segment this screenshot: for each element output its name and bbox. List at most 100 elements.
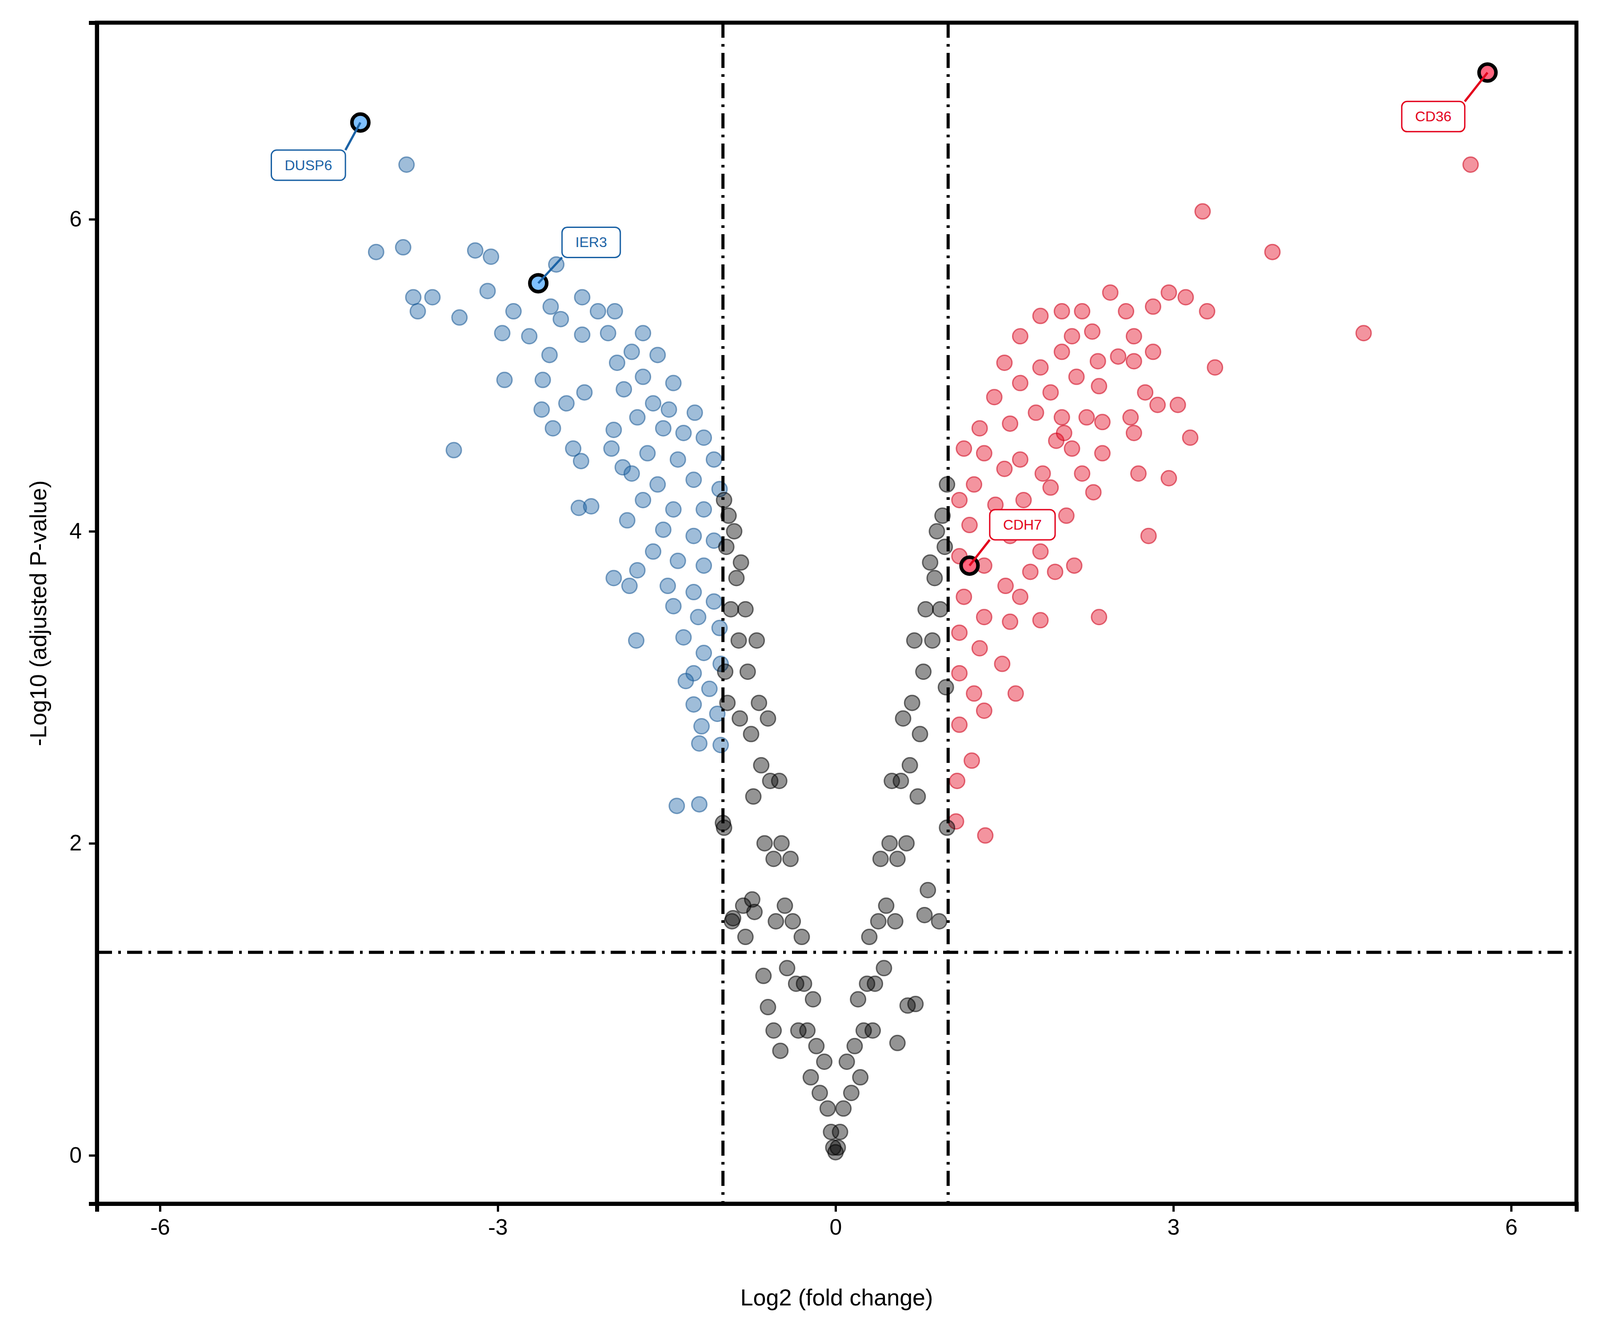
point xyxy=(1091,378,1107,394)
point xyxy=(785,913,801,929)
point xyxy=(777,898,793,914)
annotation-labels: DUSP6IER3CD36CDH7 xyxy=(271,72,1488,566)
point xyxy=(1094,445,1110,461)
point xyxy=(558,396,574,412)
point xyxy=(1463,157,1479,173)
point xyxy=(590,304,606,320)
point xyxy=(952,625,968,641)
point xyxy=(399,157,415,173)
point xyxy=(670,553,686,569)
point xyxy=(1085,484,1101,500)
point xyxy=(576,384,592,400)
point xyxy=(583,498,599,514)
point xyxy=(628,632,644,648)
point xyxy=(1126,425,1142,441)
point xyxy=(852,1070,868,1086)
point xyxy=(938,680,954,696)
point xyxy=(1016,492,1032,508)
point xyxy=(753,757,769,773)
point xyxy=(543,299,559,315)
point xyxy=(1028,405,1044,421)
point xyxy=(956,589,972,605)
tick-label: -3 xyxy=(488,1215,508,1240)
point xyxy=(1054,344,1070,360)
point xyxy=(816,1054,832,1070)
tick: 4 xyxy=(69,518,97,544)
annotation-box xyxy=(562,227,621,258)
point xyxy=(976,445,992,461)
point xyxy=(1074,304,1090,320)
point xyxy=(882,836,898,852)
point xyxy=(1091,609,1107,625)
point xyxy=(645,396,661,412)
point xyxy=(910,789,926,805)
point xyxy=(483,249,499,265)
annotation-text: CD36 xyxy=(1415,108,1452,125)
point xyxy=(1012,452,1028,468)
point xyxy=(686,584,702,600)
point xyxy=(1054,304,1070,320)
point xyxy=(1068,369,1084,385)
point xyxy=(696,502,712,518)
tick: 0 xyxy=(829,1204,843,1240)
point xyxy=(872,851,888,867)
point xyxy=(902,757,918,773)
point xyxy=(743,726,759,742)
point xyxy=(800,1023,816,1039)
tick-label: 0 xyxy=(69,1143,82,1168)
point xyxy=(1145,299,1161,315)
point xyxy=(1012,375,1028,391)
point xyxy=(607,304,623,320)
point xyxy=(1054,409,1070,425)
point xyxy=(1032,308,1048,324)
point xyxy=(1182,430,1198,446)
point xyxy=(949,773,965,789)
point xyxy=(924,632,940,648)
point xyxy=(760,711,776,727)
annotation-text: IER3 xyxy=(575,234,608,251)
point xyxy=(686,696,702,712)
point xyxy=(368,244,384,260)
point xyxy=(966,476,982,492)
annotation-connector xyxy=(969,540,990,566)
point xyxy=(713,737,729,753)
point xyxy=(574,327,590,343)
point xyxy=(452,310,468,326)
point xyxy=(1264,244,1280,260)
point xyxy=(932,601,948,617)
point xyxy=(972,420,988,436)
plot-frame xyxy=(96,22,1577,1204)
series-points xyxy=(368,157,728,814)
point xyxy=(861,929,877,945)
point xyxy=(494,325,510,341)
point xyxy=(726,524,742,540)
tick: 0 xyxy=(69,1143,97,1168)
point xyxy=(1145,344,1161,360)
point xyxy=(808,1038,824,1054)
point xyxy=(665,375,681,391)
point xyxy=(395,240,411,256)
point xyxy=(820,1101,836,1117)
point xyxy=(624,344,640,360)
annotation-box xyxy=(1401,101,1465,132)
point xyxy=(635,492,651,508)
point xyxy=(693,719,709,735)
point xyxy=(725,910,741,926)
point xyxy=(541,347,557,363)
tick-label: 6 xyxy=(69,206,82,232)
series-points xyxy=(715,476,955,1160)
point xyxy=(771,773,787,789)
x-axis-title: Log2 (fold change) xyxy=(740,1284,934,1311)
point xyxy=(661,402,677,418)
tick-label: 0 xyxy=(829,1215,843,1240)
point xyxy=(1058,508,1074,524)
point xyxy=(920,882,936,898)
point xyxy=(1195,204,1211,220)
point xyxy=(640,445,656,461)
point xyxy=(794,929,810,945)
point xyxy=(670,452,686,468)
point xyxy=(665,598,681,614)
point xyxy=(619,512,635,528)
point xyxy=(1032,360,1048,376)
point xyxy=(966,686,982,702)
